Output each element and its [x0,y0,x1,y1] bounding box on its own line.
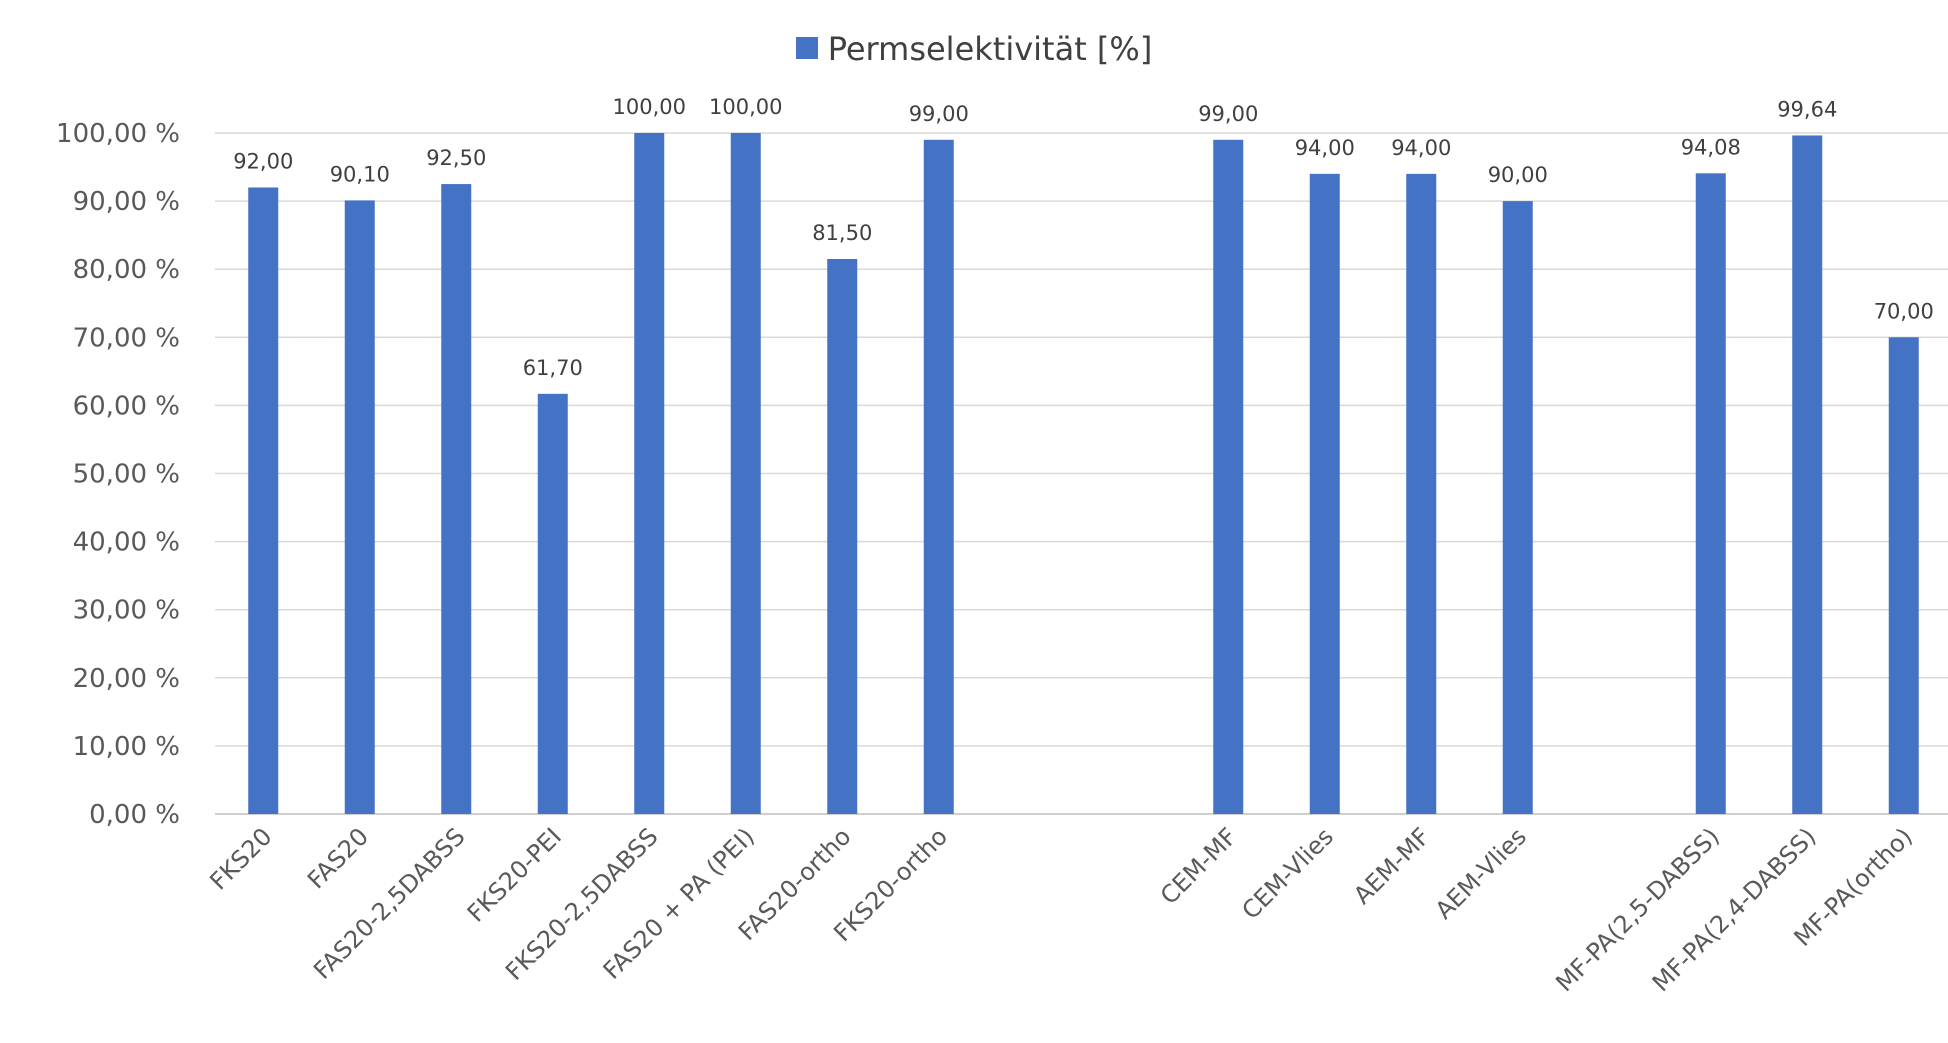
y-tick-label: 30,00 % [73,596,180,626]
data-label: 100,00 [613,95,686,119]
chart-legend: Permselektivität [%] [0,30,1948,68]
data-label: 61,70 [523,356,583,380]
x-tick-label: FAS20 [302,822,374,894]
y-tick-label: 20,00 % [73,664,180,694]
bar [537,393,568,814]
y-tick-label: 80,00 % [73,255,180,285]
data-label: 99,00 [909,102,969,126]
y-tick-label: 50,00 % [73,460,180,490]
data-label: 90,10 [330,162,390,186]
data-label: 99,00 [1198,102,1258,126]
bar [1888,337,1919,814]
bar [827,258,858,814]
data-label: 92,00 [233,149,293,173]
legend-swatch [795,37,818,59]
bar [923,139,954,814]
data-label: 94,08 [1681,135,1741,159]
x-tick-label: CEM-MF [1155,822,1243,910]
y-tick-label: 90,00 % [73,187,180,217]
data-label: 94,00 [1295,136,1355,160]
x-tick-label: FKS20-PEI [462,822,567,927]
gridlines [215,132,1948,815]
data-label: 100,00 [709,95,782,119]
bar [441,184,472,814]
data-label: 94,00 [1391,136,1451,160]
y-axis: 0,00 % 10,00 % 20,00 % 30,00 % 40,00 % 50,00 … [56,119,180,830]
x-tick-label: MF-PA(2,5-DABSS) [1550,822,1725,997]
bar [1309,173,1340,815]
y-tick-label: 60,00 % [73,391,180,421]
y-tick-label: 70,00 % [73,323,180,353]
bar [1695,173,1726,815]
bar [730,133,761,814]
bar [344,200,375,814]
data-label: 70,00 [1874,299,1934,323]
data-label: 81,50 [812,221,872,245]
bar [248,187,279,815]
x-axis: FKS20 FAS20FAS20-2,5DABSSFKS20-PEIFKS20-2… [204,822,1918,997]
y-tick-label: 100,00 % [56,119,180,149]
data-labels: 92,00 90,10 92,50 61,70 100,00 100,00 81,50 99,… [233,95,1934,380]
x-tick-label: AEM-Vlies [1430,822,1532,924]
x-tick-label: FKS20 [204,822,277,895]
data-label: 90,00 [1488,163,1548,187]
x-tick-label: CEM-Vlies [1237,822,1339,924]
data-label: 99,64 [1777,97,1837,121]
data-label: 92,50 [426,146,486,170]
bar [634,133,665,814]
bars [248,133,1919,815]
x-tick-label: AEM-MF [1348,822,1435,909]
x-tick-label: MF-PA(2,4-DABSS) [1647,822,1822,997]
bar [1792,135,1823,814]
legend-label: Permselektivität [%] [827,30,1153,68]
bar [1406,173,1437,815]
bar [1502,201,1533,815]
bar [1213,139,1244,814]
y-tick-label: 40,00 % [73,528,180,558]
y-tick-label: 0,00 % [89,800,180,830]
y-tick-label: 10,00 % [73,732,180,762]
